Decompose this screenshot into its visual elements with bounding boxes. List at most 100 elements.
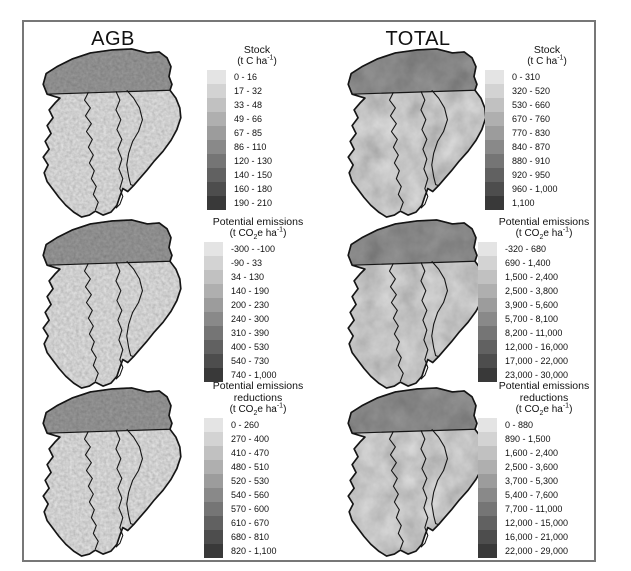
legend-entry: 310 - 390 bbox=[204, 326, 314, 340]
legend-color-ramp: 0 - 16 17 - 32 33 - 48 49 - 66 67 - 85 86 - 1… bbox=[207, 70, 309, 210]
legend-range-label: 480 - 510 bbox=[231, 462, 270, 472]
legend-swatch bbox=[204, 516, 223, 530]
legend-entry: 160 - 180 bbox=[207, 182, 309, 196]
legend-entry: 960 - 1,000 bbox=[485, 182, 611, 196]
legend-entry: 820 - 1,100 bbox=[204, 544, 314, 558]
legend-entry: 0 - 16 bbox=[207, 70, 309, 84]
legend-entry: 400 - 530 bbox=[204, 340, 314, 354]
legend-range-label: 22,000 - 29,000 bbox=[505, 546, 569, 556]
legend-swatch bbox=[478, 298, 497, 312]
legend-swatch bbox=[478, 312, 497, 326]
legend-entry: 5,400 - 7,600 bbox=[478, 488, 612, 502]
legend-swatch bbox=[485, 84, 504, 98]
legend-entry: 17,000 - 22,000 bbox=[478, 354, 612, 368]
legend-range-label: 400 - 530 bbox=[231, 342, 270, 352]
legend-unit: (t CO2e ha-1) bbox=[515, 226, 573, 241]
legend-entry: 920 - 950 bbox=[485, 168, 611, 182]
legend-entry: 240 - 300 bbox=[204, 312, 314, 326]
legend-entry: 740 - 1,000 bbox=[204, 368, 314, 382]
legend-entry: 570 - 600 bbox=[204, 502, 314, 516]
column-title-agb: AGB bbox=[91, 28, 135, 50]
legend-range-label: -300 - -100 bbox=[231, 244, 276, 254]
legend-range-label: 8,200 - 11,000 bbox=[505, 328, 563, 338]
legend-swatch bbox=[204, 340, 223, 354]
legend-swatch bbox=[204, 530, 223, 544]
legend-swatch bbox=[207, 168, 226, 182]
legend-entry: 690 - 1,400 bbox=[478, 256, 612, 270]
legend-entry: 49 - 66 bbox=[207, 112, 309, 126]
legend-range-label: -90 - 33 bbox=[231, 258, 263, 268]
legend-swatch bbox=[204, 488, 223, 502]
legend-range-label: 49 - 66 bbox=[234, 114, 263, 124]
legend-range-label: 920 - 950 bbox=[512, 170, 551, 180]
legend-swatch bbox=[204, 326, 223, 340]
legend-swatch bbox=[207, 84, 226, 98]
legend-unit: (t CO2e ha-1) bbox=[515, 402, 573, 417]
legend-range-label: 410 - 470 bbox=[231, 448, 270, 458]
legend-entry: 2,500 - 3,600 bbox=[478, 460, 612, 474]
legend-range-label: 960 - 1,000 bbox=[512, 184, 558, 194]
legend-entry: 33 - 48 bbox=[207, 98, 309, 112]
legend-swatch bbox=[204, 242, 223, 256]
legend-swatch bbox=[204, 446, 223, 460]
legend-entry: 1,600 - 2,400 bbox=[478, 446, 612, 460]
legend-color-ramp: -320 - 680 690 - 1,400 1,500 - 2,400 2,500 … bbox=[478, 242, 612, 382]
legend-range-label: 140 - 190 bbox=[231, 286, 270, 296]
legend-swatch bbox=[204, 256, 223, 270]
legend-range-label: 0 - 880 bbox=[505, 420, 534, 430]
legend-title: Potential emissions bbox=[498, 216, 590, 228]
legend-unit: (t CO2e ha-1) bbox=[229, 402, 287, 417]
legend-title: Stock bbox=[243, 44, 271, 56]
legend-entry: 120 - 130 bbox=[207, 154, 309, 168]
legend-entry: 540 - 560 bbox=[204, 488, 314, 502]
legend-swatch bbox=[478, 432, 497, 446]
map-total-emissions bbox=[337, 218, 497, 390]
legend-range-label: 880 - 910 bbox=[512, 156, 551, 166]
legend-title: Potential emissions reductions bbox=[212, 380, 304, 404]
legend-color-ramp: -300 - -100 -90 - 33 34 - 130 140 - 190 200 … bbox=[204, 242, 314, 382]
figure-frame: AGB TOTAL bbox=[22, 20, 596, 562]
legend-swatch bbox=[478, 354, 497, 368]
legend-agb-emissions: Potential emissions (t CO2e ha-1) -300 - -… bbox=[202, 216, 314, 382]
legend-swatch bbox=[478, 340, 497, 354]
legend-entry: 67 - 85 bbox=[207, 126, 309, 140]
legend-swatch bbox=[204, 432, 223, 446]
legend-entry: 22,000 - 29,000 bbox=[478, 544, 612, 558]
legend-swatch bbox=[204, 298, 223, 312]
legend-range-label: 86 - 110 bbox=[234, 142, 267, 152]
legend-range-label: 670 - 760 bbox=[512, 114, 551, 124]
legend-agb-emission-reductions: Potential emissions reductions (t CO2e ha-… bbox=[202, 380, 314, 558]
legend-range-label: 5,400 - 7,600 bbox=[505, 490, 559, 500]
legend-entry: 23,000 - 30,000 bbox=[478, 368, 612, 382]
legend-range-label: 1,500 - 2,400 bbox=[505, 272, 559, 282]
legend-swatch bbox=[478, 242, 497, 256]
legend-range-label: -320 - 680 bbox=[505, 244, 547, 254]
legend-unit: (t CO2e ha-1) bbox=[229, 226, 287, 241]
legend-title: Potential emissions reductions bbox=[498, 380, 590, 404]
legend-range-label: 12,000 - 16,000 bbox=[505, 342, 569, 352]
legend-swatch bbox=[204, 502, 223, 516]
legend-entry: 880 - 910 bbox=[485, 154, 611, 168]
legend-swatch bbox=[478, 256, 497, 270]
legend-swatch bbox=[478, 418, 497, 432]
legend-unit: (t C ha-1) bbox=[237, 54, 277, 67]
legend-entry: 610 - 670 bbox=[204, 516, 314, 530]
legend-entry: 8,200 - 11,000 bbox=[478, 326, 612, 340]
legend-title: Potential emissions bbox=[212, 216, 304, 228]
legend-swatch bbox=[204, 460, 223, 474]
legend-entry: 770 - 830 bbox=[485, 126, 611, 140]
legend-total-emission-reductions: Potential emissions reductions (t CO2e ha-… bbox=[476, 380, 612, 558]
legend-range-label: 67 - 85 bbox=[234, 128, 263, 138]
legend-entry: 840 - 870 bbox=[485, 140, 611, 154]
legend-entry: 16,000 - 21,000 bbox=[478, 530, 612, 544]
legend-entry: 0 - 310 bbox=[485, 70, 611, 84]
legend-entry: 410 - 470 bbox=[204, 446, 314, 460]
map-total-stock bbox=[337, 47, 497, 219]
legend-range-label: 1,600 - 2,400 bbox=[505, 448, 559, 458]
legend-range-label: 0 - 260 bbox=[231, 420, 260, 430]
legend-range-label: 890 - 1,500 bbox=[505, 434, 551, 444]
legend-swatch bbox=[204, 418, 223, 432]
legend-entry: 2,500 - 3,800 bbox=[478, 284, 612, 298]
legend-range-label: 740 - 1,000 bbox=[231, 370, 277, 380]
